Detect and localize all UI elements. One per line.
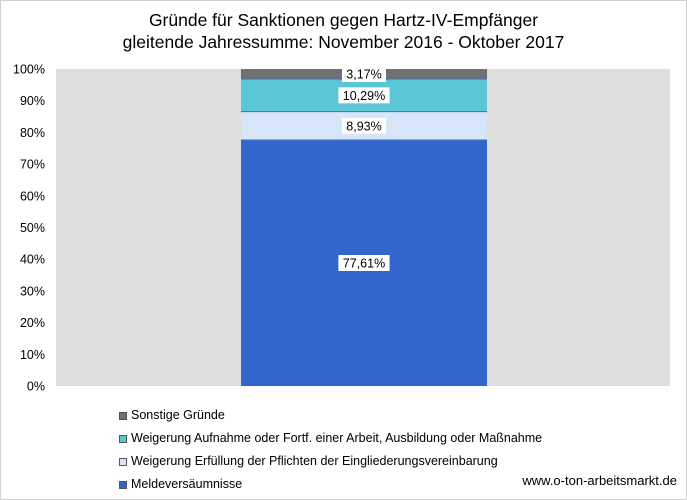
legend-swatch bbox=[119, 411, 127, 420]
legend-label: Sonstige Gründe bbox=[131, 408, 225, 422]
chart-title: Gründe für Sanktionen gegen Hartz-IV-Emp… bbox=[148, 10, 539, 30]
y-tick-label: 40% bbox=[20, 253, 45, 267]
data-labels: 77,61% 8,93% 10,29% 3,17% bbox=[338, 66, 390, 271]
y-tick-label: 10% bbox=[20, 348, 45, 362]
legend-swatch bbox=[119, 480, 127, 489]
y-tick-label: 100% bbox=[13, 63, 45, 77]
legend-label: Weigerung Erfüllung der Pflichten der Ei… bbox=[131, 454, 498, 468]
data-label-box bbox=[338, 87, 390, 104]
y-tick-label: 80% bbox=[20, 126, 45, 140]
y-tick-label: 30% bbox=[20, 284, 45, 298]
bar-segments bbox=[241, 69, 487, 386]
y-tick-label: 60% bbox=[20, 189, 45, 203]
legend-swatch bbox=[119, 457, 127, 466]
legend-item: Weigerung Aufnahme oder Fortf. einer Arb… bbox=[119, 427, 542, 450]
y-tick-label: 90% bbox=[20, 94, 45, 108]
chart-subtitle: gleitende Jahressumme: November 2016 - O… bbox=[122, 32, 565, 52]
legend-item: Meldeversäumnisse bbox=[119, 473, 542, 496]
y-tick-label: 50% bbox=[20, 221, 45, 235]
chart-title-block: Gründe für Sanktionen gegen Hartz-IV-Emp… bbox=[0, 9, 687, 53]
legend: Sonstige Gründe Weigerung Aufnahme oder F… bbox=[119, 404, 542, 496]
data-label: 10,29% bbox=[343, 89, 385, 103]
y-tick-label: 20% bbox=[20, 316, 45, 330]
data-label-box bbox=[338, 254, 390, 271]
data-label: 8,93% bbox=[346, 119, 381, 133]
y-axis: 0% 10% 20% 30% 40% 50% 60% 70% 80% 90% 100% bbox=[13, 63, 45, 394]
y-tick-label: 0% bbox=[27, 380, 45, 394]
legend-label: Weigerung Aufnahme oder Fortf. einer Arb… bbox=[131, 431, 543, 445]
source-credit: www.o-ton-arbeitsmarkt.de bbox=[522, 473, 677, 488]
legend-label: Meldeversäumnisse bbox=[131, 477, 243, 491]
legend-swatch bbox=[119, 434, 127, 443]
legend-item: Sonstige Gründe bbox=[119, 404, 542, 427]
data-label: 3,17% bbox=[346, 68, 381, 82]
data-label-box bbox=[342, 117, 386, 134]
data-label-box bbox=[342, 66, 386, 83]
y-tick-label: 70% bbox=[20, 158, 45, 172]
legend-item: Weigerung Erfüllung der Pflichten der Ei… bbox=[119, 450, 542, 473]
data-label: 77,61% bbox=[343, 256, 385, 270]
